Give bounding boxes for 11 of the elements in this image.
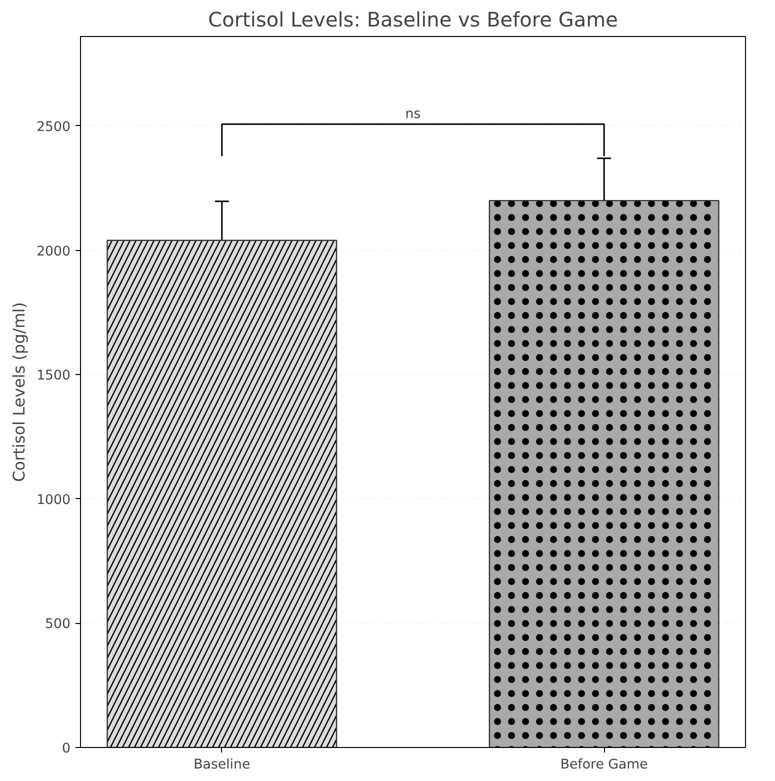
y-tick-label: 2000 bbox=[36, 244, 71, 260]
y-tick-label: 1000 bbox=[36, 492, 71, 508]
x-tick-label: Before Game bbox=[560, 758, 648, 772]
y-tick-label: 2500 bbox=[36, 120, 71, 135]
x-tick-label: Baseline bbox=[194, 758, 250, 772]
chart-title: Cortisol Levels: Baseline vs Before Game bbox=[208, 8, 618, 32]
y-tick-label: 1500 bbox=[36, 368, 71, 384]
y-axis-title: Cortisol Levels (pg/ml) bbox=[10, 302, 29, 482]
y-tick-label: 0 bbox=[62, 742, 71, 756]
annotation: ns bbox=[405, 107, 421, 122]
y-tick-label: 500 bbox=[45, 617, 71, 632]
